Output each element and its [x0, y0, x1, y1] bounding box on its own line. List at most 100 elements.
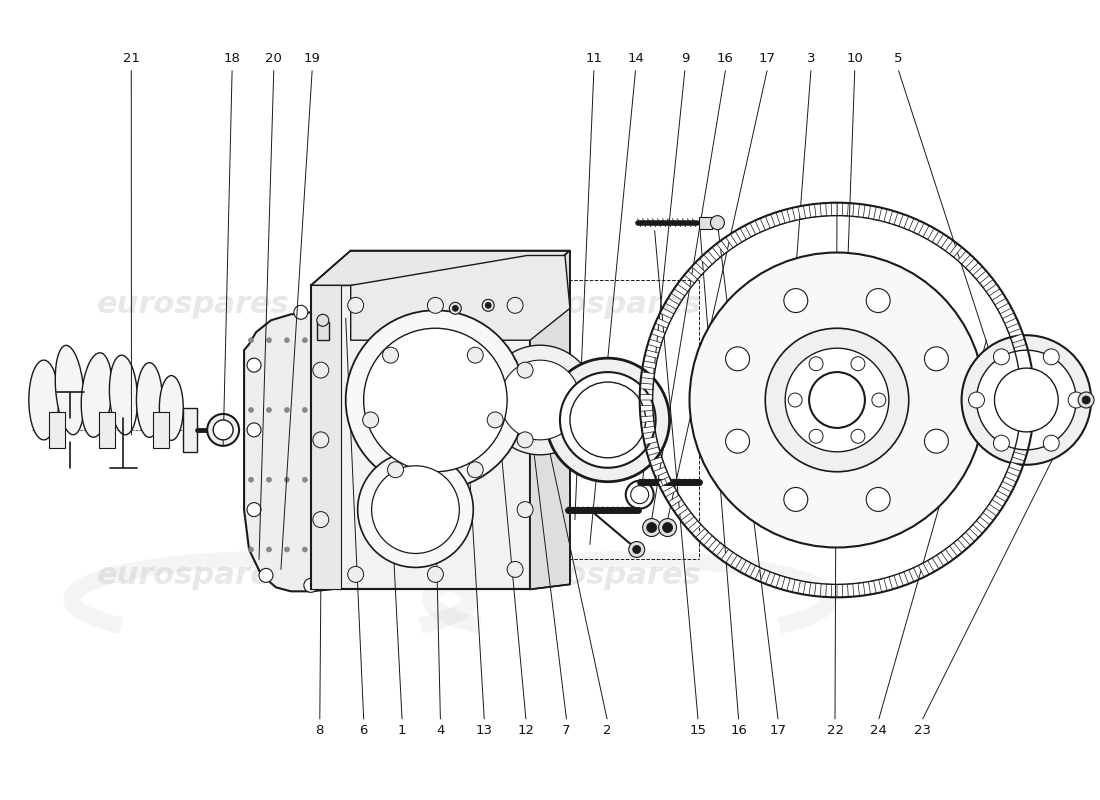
Polygon shape: [640, 406, 653, 411]
Circle shape: [507, 562, 524, 578]
Circle shape: [1078, 392, 1094, 408]
Polygon shape: [716, 240, 728, 254]
Circle shape: [784, 289, 807, 313]
Circle shape: [266, 338, 272, 342]
Polygon shape: [1002, 313, 1016, 323]
Text: 12: 12: [517, 724, 535, 738]
Polygon shape: [961, 532, 975, 546]
Circle shape: [482, 299, 494, 311]
Polygon shape: [954, 539, 966, 553]
Text: 13: 13: [475, 724, 493, 738]
Polygon shape: [873, 206, 882, 221]
Polygon shape: [958, 251, 970, 264]
Circle shape: [785, 348, 889, 452]
Circle shape: [507, 298, 524, 314]
Polygon shape: [351, 255, 570, 340]
Polygon shape: [735, 228, 746, 242]
Circle shape: [924, 430, 948, 453]
Circle shape: [690, 253, 984, 547]
Circle shape: [468, 347, 483, 363]
Text: 6: 6: [360, 724, 367, 738]
Text: 14: 14: [627, 52, 644, 66]
Polygon shape: [745, 223, 756, 237]
Circle shape: [450, 302, 461, 314]
Polygon shape: [945, 546, 957, 560]
Polygon shape: [1019, 366, 1032, 374]
Ellipse shape: [81, 353, 112, 438]
Polygon shape: [678, 279, 691, 292]
Text: eurospares: eurospares: [98, 561, 290, 590]
Circle shape: [1043, 435, 1059, 451]
Polygon shape: [707, 247, 721, 261]
Polygon shape: [889, 575, 898, 590]
Polygon shape: [660, 308, 674, 318]
Polygon shape: [1021, 410, 1034, 417]
Circle shape: [356, 478, 361, 482]
Polygon shape: [653, 467, 668, 477]
Polygon shape: [530, 250, 570, 590]
Circle shape: [249, 338, 253, 342]
Circle shape: [213, 420, 233, 440]
Polygon shape: [989, 500, 1003, 511]
Circle shape: [1043, 349, 1059, 365]
Circle shape: [320, 338, 326, 342]
Text: 9: 9: [681, 52, 689, 66]
Circle shape: [338, 547, 343, 552]
Circle shape: [993, 349, 1010, 365]
Polygon shape: [750, 566, 760, 579]
Circle shape: [726, 430, 749, 453]
Polygon shape: [771, 574, 780, 588]
Polygon shape: [927, 558, 939, 572]
Text: 10: 10: [846, 52, 864, 66]
Polygon shape: [1006, 323, 1021, 333]
Circle shape: [383, 347, 398, 363]
Circle shape: [485, 302, 492, 308]
Polygon shape: [740, 561, 751, 574]
Polygon shape: [884, 209, 892, 223]
Circle shape: [285, 407, 289, 413]
Polygon shape: [153, 412, 169, 448]
Polygon shape: [998, 303, 1012, 314]
Polygon shape: [994, 490, 1009, 502]
Polygon shape: [932, 231, 944, 245]
Circle shape: [302, 407, 307, 413]
Circle shape: [810, 430, 823, 443]
Text: 5: 5: [894, 52, 903, 66]
Polygon shape: [814, 583, 822, 597]
Circle shape: [368, 351, 383, 365]
Circle shape: [320, 547, 326, 552]
Circle shape: [784, 487, 807, 511]
Polygon shape: [688, 521, 701, 534]
Circle shape: [356, 338, 361, 342]
Polygon shape: [766, 214, 775, 228]
Circle shape: [517, 362, 534, 378]
Circle shape: [1068, 392, 1085, 408]
Polygon shape: [843, 202, 848, 216]
Polygon shape: [662, 486, 676, 497]
Polygon shape: [720, 549, 733, 563]
Circle shape: [711, 216, 725, 230]
Text: 16: 16: [717, 52, 734, 66]
Circle shape: [872, 393, 886, 407]
Circle shape: [348, 566, 364, 582]
Circle shape: [662, 522, 672, 533]
Polygon shape: [640, 383, 653, 390]
Circle shape: [320, 478, 326, 482]
Text: eurospares: eurospares: [508, 561, 701, 590]
Circle shape: [570, 382, 646, 458]
Circle shape: [304, 578, 318, 592]
Polygon shape: [852, 203, 859, 217]
Polygon shape: [1015, 442, 1030, 450]
Circle shape: [302, 338, 307, 342]
Text: 17: 17: [759, 52, 775, 66]
Polygon shape: [1021, 389, 1034, 394]
Polygon shape: [832, 202, 837, 216]
Text: 15: 15: [690, 724, 706, 738]
Circle shape: [387, 462, 404, 478]
Circle shape: [358, 452, 473, 567]
Polygon shape: [858, 582, 865, 596]
Polygon shape: [868, 581, 877, 594]
Polygon shape: [837, 584, 843, 598]
Circle shape: [372, 493, 386, 506]
Text: 1: 1: [398, 724, 406, 738]
